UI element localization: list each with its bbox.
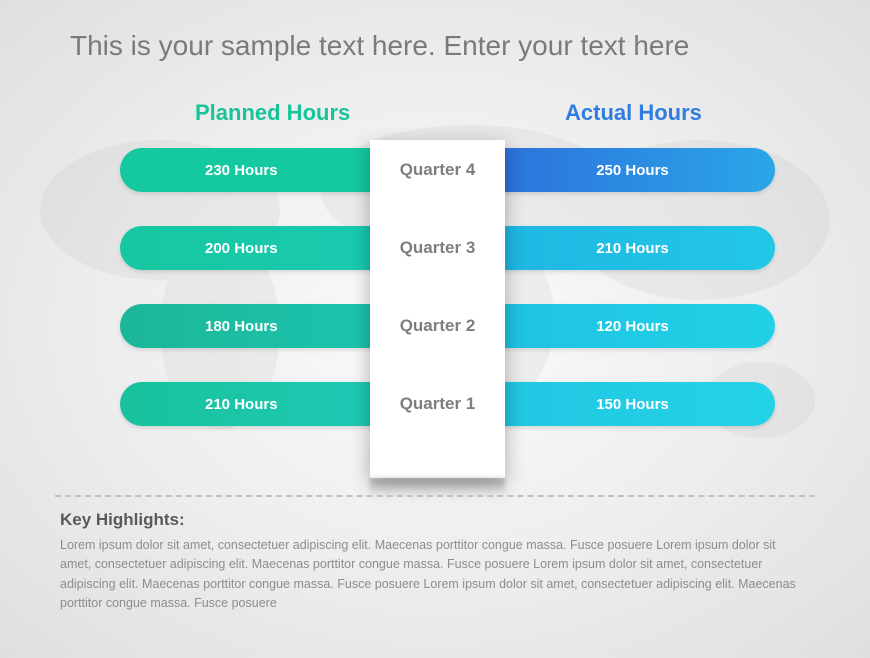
planned-value: 210 Hours: [205, 396, 278, 413]
slide-title: This is your sample text here. Enter you…: [70, 30, 810, 62]
header-planned-hours: Planned Hours: [195, 100, 350, 126]
quarter-label: Quarter 3: [370, 238, 505, 258]
actual-value: 120 Hours: [596, 318, 669, 335]
quarter-label: Quarter 4: [370, 160, 505, 180]
quarter-label: Quarter 1: [370, 394, 505, 414]
quarter-label: Quarter 2: [370, 316, 505, 336]
section-divider: [55, 495, 815, 497]
planned-value: 180 Hours: [205, 318, 278, 335]
planned-value: 230 Hours: [205, 162, 278, 179]
key-highlights-section: Key Highlights: Lorem ipsum dolor sit am…: [60, 510, 810, 614]
actual-value: 150 Hours: [596, 396, 669, 413]
actual-value: 210 Hours: [596, 240, 669, 257]
key-highlights-title: Key Highlights:: [60, 510, 810, 530]
quarter-label-column: Quarter 4 Quarter 3 Quarter 2 Quarter 1: [370, 140, 505, 478]
header-actual-hours: Actual Hours: [565, 100, 702, 126]
actual-value: 250 Hours: [596, 162, 669, 179]
planned-value: 200 Hours: [205, 240, 278, 257]
key-highlights-body: Lorem ipsum dolor sit amet, consectetuer…: [60, 536, 810, 614]
